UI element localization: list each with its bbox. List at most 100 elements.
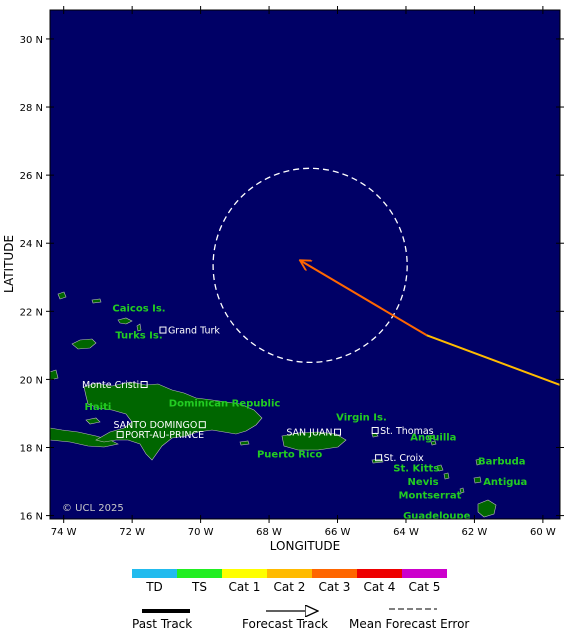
city-marker: SAN JUAN (286, 428, 342, 439)
category-label: Cat 1 (229, 580, 261, 594)
lon-tick-label: 74 W (51, 527, 77, 538)
forecast-track-arrow (300, 260, 428, 337)
city-label: Monte Cristi (82, 380, 139, 391)
barbuda-island (475, 458, 482, 466)
region-label: Barbuda (478, 457, 526, 468)
lon-tick-label: 72 W (119, 527, 145, 538)
place-labels: Caicos Is. Turks Is. Haiti Dominican Republ… (82, 303, 527, 522)
city-label: PORT-AU-PRINCE (125, 430, 204, 441)
lat-tick-label: 28 N (20, 103, 43, 114)
category-color-bar: TD TS Cat 1 Cat 2 Cat 3 Cat 4 Cat 5 (132, 569, 447, 594)
city-marker: Monte Cristi (82, 380, 148, 391)
turks-islands (136, 323, 142, 332)
lon-tick-label: 68 W (256, 527, 282, 538)
legend-forecast-track: Forecast Track (242, 611, 328, 631)
longitude-axis-title: LONGITUDE (270, 539, 340, 553)
region-label: Haiti (85, 402, 112, 413)
anguilla-island (427, 434, 436, 440)
lat-tick-label: 18 N (20, 444, 43, 455)
category-swatch (177, 569, 222, 578)
lat-tick-label: 30 N (20, 35, 43, 46)
region-label: St. Kitts (393, 463, 439, 474)
cuba-east (50, 427, 119, 448)
lon-tick-label: 66 W (325, 527, 351, 538)
lon-tick-label: 64 W (393, 527, 419, 538)
city-label: Grand Turk (168, 326, 220, 337)
past-track-label: Past Track (132, 617, 192, 631)
bahamas-edge (50, 369, 59, 381)
caicos-islands (117, 317, 133, 325)
forecast-error-circle (212, 167, 408, 364)
land-masses (50, 291, 497, 518)
region-label: Montserrat (399, 491, 462, 502)
region-label: Turks Is. (115, 331, 162, 342)
lat-tick-label: 16 N (20, 512, 43, 523)
city-marker: St. Croix (375, 453, 425, 464)
city-square-icon (140, 381, 148, 389)
city-marker: Grand Turk (159, 326, 220, 337)
city-square-icon (159, 326, 167, 334)
city-square-icon (198, 421, 206, 429)
city-label: SANTO DOMINGO (113, 420, 197, 431)
category-label: TD (145, 580, 163, 594)
lat-tick-label: 20 N (20, 375, 43, 386)
category-swatch (222, 569, 267, 578)
category-label: Cat 2 (274, 580, 306, 594)
map-frame (49, 9, 561, 520)
city-label: St. Thomas (380, 426, 434, 437)
category-swatch (312, 569, 357, 578)
lat-tick-label: 26 N (20, 171, 43, 182)
legend: TD TS Cat 1 Cat 2 Cat 3 Cat 4 Cat 5 Past Track… (132, 569, 469, 631)
city-marker: PORT-AU-PRINCE (116, 430, 204, 441)
region-label: Virgin Is. (336, 412, 387, 423)
category-label: Cat 4 (364, 580, 396, 594)
region-label: Anguilla (410, 433, 456, 444)
mean-error-label: Mean Forecast Error (349, 617, 469, 631)
category-swatch (132, 569, 177, 578)
lon-tick-label: 60 W (530, 527, 556, 538)
region-label: Puerto Rico (257, 450, 322, 461)
region-label: Nevis (408, 477, 439, 488)
category-label: Cat 3 (319, 580, 351, 594)
legend-mean-forecast-error: Mean Forecast Error (349, 608, 469, 631)
city-marker: SANTO DOMINGO (113, 420, 206, 431)
st-martin-island (430, 440, 437, 446)
latitude-axis-title: LATITUDE (2, 235, 16, 293)
nevis-island (443, 472, 450, 480)
region-label: Antigua (483, 477, 527, 488)
lat-tick-label: 22 N (20, 307, 43, 318)
city-square-icon (371, 426, 379, 434)
category-label: TS (191, 580, 207, 594)
region-label: Caicos Is. (112, 303, 165, 314)
city-label: SAN JUAN (286, 428, 332, 439)
region-label: Guadeloupe (403, 511, 471, 522)
category-label: Cat 5 (409, 580, 441, 594)
gonave-island (85, 417, 101, 425)
city-marker: St. Thomas (371, 426, 434, 437)
city-square-icon (116, 431, 124, 439)
montserrat-island (459, 487, 465, 494)
past-track-segment (426, 334, 560, 387)
city-square-icon (334, 428, 342, 436)
bahamas-islet-1 (57, 291, 67, 300)
bahamas-islet-2 (91, 298, 102, 304)
forecast-error-layer (212, 167, 408, 364)
puerto-rico (281, 431, 347, 451)
city-label: St. Croix (384, 453, 425, 464)
st-kitts-island (436, 464, 444, 472)
storm-track-layer (300, 260, 560, 387)
lon-tick-label: 70 W (188, 527, 214, 538)
lon-tick-label: 62 W (462, 527, 488, 538)
forecast-track-label: Forecast Track (242, 617, 328, 631)
inagua-island (71, 338, 97, 350)
saona-island (239, 440, 250, 446)
category-swatch (402, 569, 447, 578)
region-label: Dominican Republic (169, 399, 281, 410)
lat-tick-label: 24 N (20, 239, 43, 250)
hispaniola (83, 381, 263, 461)
antigua-island (473, 476, 482, 484)
legend-past-track: Past Track (132, 609, 192, 631)
guadeloupe-island (477, 499, 497, 518)
category-swatch (267, 569, 312, 578)
